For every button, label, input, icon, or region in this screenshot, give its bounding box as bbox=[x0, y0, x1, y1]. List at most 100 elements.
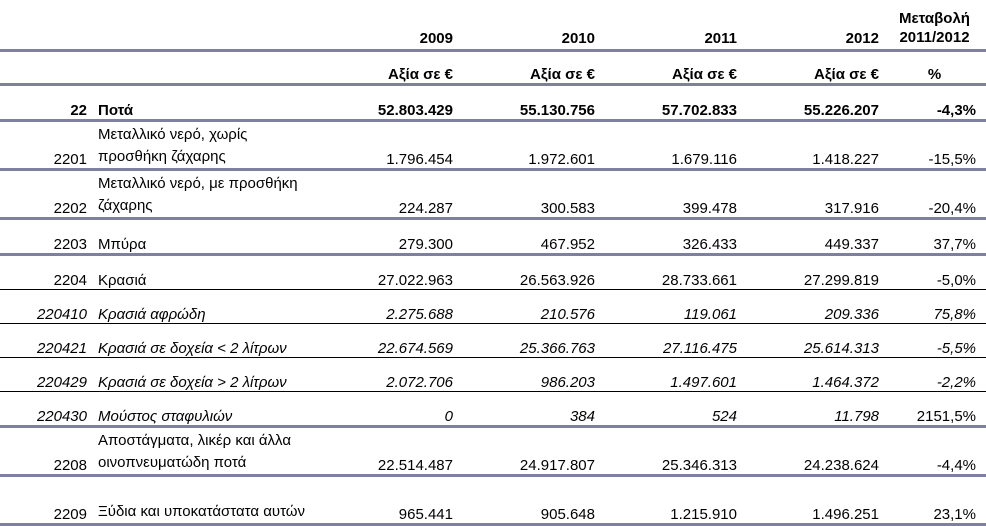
row-description: Κρασιά σε δοχεία < 2 λίτρων bbox=[93, 323, 315, 358]
value-2011: 57.702.833 bbox=[599, 83, 741, 122]
row-description: Κρασιά σε δοχεία > 2 λίτρων bbox=[93, 357, 315, 392]
row-description: Μπύρα bbox=[93, 218, 315, 256]
value-2012: 317.916 bbox=[741, 169, 883, 220]
value-change: -5,0% bbox=[883, 254, 986, 290]
value-2009: 0 bbox=[315, 391, 457, 428]
row-description: Κρασιά αφρώδη bbox=[93, 289, 315, 324]
value-2010: 384 bbox=[457, 391, 599, 428]
value-2009: 2.072.706 bbox=[315, 357, 457, 392]
value-change: 23,1% bbox=[883, 475, 986, 526]
table-row: 220429 Κρασιά σε δοχεία > 2 λίτρων 2.072… bbox=[0, 357, 986, 392]
value-2009: 22.514.487 bbox=[315, 426, 457, 477]
value-2011: 27.116.475 bbox=[599, 323, 741, 358]
year-2011-header: 2011 bbox=[704, 30, 737, 47]
header-year-row: 2009 2010 2011 2012 Μεταβολή 2011/2012 bbox=[0, 0, 986, 51]
unit-header-change: % bbox=[883, 49, 986, 85]
value-change: 2151,5% bbox=[883, 391, 986, 428]
row-description: Αποστάγματα, λικέρ και άλλα οινοπνευματώ… bbox=[93, 426, 315, 477]
row-description: Κρασιά bbox=[93, 254, 315, 290]
table-row: 220430 Μούστος σταφυλιών 0 384 524 11.79… bbox=[0, 391, 986, 428]
value-2011: 1.679.116 bbox=[599, 120, 741, 171]
value-2010: 467.952 bbox=[457, 218, 599, 256]
value-2010: 25.366.763 bbox=[457, 323, 599, 358]
value-2009: 1.796.454 bbox=[315, 120, 457, 171]
unit-header-2010: Αξία σε € bbox=[457, 49, 599, 85]
value-2011: 1.497.601 bbox=[599, 357, 741, 392]
table-row: 2204 Κρασιά 27.022.963 26.563.926 28.733… bbox=[0, 254, 986, 290]
row-code: 2208 bbox=[0, 426, 93, 477]
value-2009: 52.803.429 bbox=[315, 83, 457, 122]
year-2009-header: 2009 bbox=[419, 30, 453, 47]
value-2012: 1.464.372 bbox=[741, 357, 883, 392]
table-row: 2201 Μεταλλικό νερό, χωρίς προσθήκη ζάχα… bbox=[0, 120, 986, 171]
row-code: 220430 bbox=[0, 391, 93, 428]
row-description: Μεταλλικό νερό, με προσθήκη ζάχαρης bbox=[93, 169, 315, 220]
table-row: 2203 Μπύρα 279.300 467.952 326.433 449.3… bbox=[0, 218, 986, 256]
value-2010: 210.576 bbox=[457, 289, 599, 324]
value-2012: 55.226.207 bbox=[741, 83, 883, 122]
table-row: 2208 Αποστάγματα, λικέρ και άλλα οινοπνε… bbox=[0, 426, 986, 477]
value-2011: 524 bbox=[599, 391, 741, 428]
table-row: 220410 Κρασιά αφρώδη 2.275.688 210.576 1… bbox=[0, 289, 986, 324]
value-2010: 986.203 bbox=[457, 357, 599, 392]
unit-header-2011: Αξία σε € bbox=[599, 49, 741, 85]
value-2012: 27.299.819 bbox=[741, 254, 883, 290]
row-code: 22 bbox=[0, 83, 93, 122]
value-2010: 55.130.756 bbox=[457, 83, 599, 122]
row-code: 220421 bbox=[0, 323, 93, 358]
value-change: -4,3% bbox=[883, 83, 986, 122]
table-row: 2209 Ξύδια και υποκατάστατα αυτών 965.44… bbox=[0, 475, 986, 526]
value-change: -15,5% bbox=[883, 120, 986, 171]
row-code: 2209 bbox=[0, 475, 93, 526]
row-description: Μούστος σταφυλιών bbox=[93, 391, 315, 428]
value-2010: 24.917.807 bbox=[457, 426, 599, 477]
value-2012: 25.614.313 bbox=[741, 323, 883, 358]
header-unit-row: Αξία σε € Αξία σε € Αξία σε € Αξία σε € … bbox=[0, 49, 986, 85]
table-row: 2202 Μεταλλικό νερό, με προσθήκη ζάχαρης… bbox=[0, 169, 986, 220]
value-2009: 2.275.688 bbox=[315, 289, 457, 324]
value-2011: 399.478 bbox=[599, 169, 741, 220]
row-code: 2202 bbox=[0, 169, 93, 220]
unit-header-2009: Αξία σε € bbox=[315, 49, 457, 85]
row-code: 2203 bbox=[0, 218, 93, 256]
value-2011: 28.733.661 bbox=[599, 254, 741, 290]
change-header: Μεταβολή 2011/2012 bbox=[899, 10, 970, 46]
value-change: -20,4% bbox=[883, 169, 986, 220]
value-2012: 24.238.624 bbox=[741, 426, 883, 477]
value-change: -2,2% bbox=[883, 357, 986, 392]
value-change: 37,7% bbox=[883, 218, 986, 256]
value-2011: 119.061 bbox=[599, 289, 741, 324]
value-2011: 1.215.910 bbox=[599, 475, 741, 526]
unit-header-2012: Αξία σε € bbox=[741, 49, 883, 85]
value-2009: 27.022.963 bbox=[315, 254, 457, 290]
value-2012: 1.418.227 bbox=[741, 120, 883, 171]
value-change: 75,8% bbox=[883, 289, 986, 324]
row-description: Ποτά bbox=[93, 83, 315, 122]
row-description: Μεταλλικό νερό, χωρίς προσθήκη ζάχαρης bbox=[93, 120, 315, 171]
row-description: Ξύδια και υποκατάστατα αυτών bbox=[93, 475, 315, 526]
value-2010: 1.972.601 bbox=[457, 120, 599, 171]
table-row: 22 Ποτά 52.803.429 55.130.756 57.702.833… bbox=[0, 83, 986, 122]
value-change: -5,5% bbox=[883, 323, 986, 358]
row-code: 2201 bbox=[0, 120, 93, 171]
value-2009: 224.287 bbox=[315, 169, 457, 220]
value-2009: 279.300 bbox=[315, 218, 457, 256]
value-change: -4,4% bbox=[883, 426, 986, 477]
value-2012: 209.336 bbox=[741, 289, 883, 324]
value-2010: 26.563.926 bbox=[457, 254, 599, 290]
year-2012-header: 2012 bbox=[845, 30, 879, 47]
year-2010-header: 2010 bbox=[561, 30, 595, 47]
value-2010: 905.648 bbox=[457, 475, 599, 526]
value-2012: 1.496.251 bbox=[741, 475, 883, 526]
value-2011: 326.433 bbox=[599, 218, 741, 256]
row-code: 220410 bbox=[0, 289, 93, 324]
value-2011: 25.346.313 bbox=[599, 426, 741, 477]
row-code: 2204 bbox=[0, 254, 93, 290]
value-2012: 449.337 bbox=[741, 218, 883, 256]
row-code: 220429 bbox=[0, 357, 93, 392]
value-2009: 22.674.569 bbox=[315, 323, 457, 358]
value-2012: 11.798 bbox=[741, 391, 883, 428]
value-2010: 300.583 bbox=[457, 169, 599, 220]
table-row: 220421 Κρασιά σε δοχεία < 2 λίτρων 22.67… bbox=[0, 323, 986, 358]
